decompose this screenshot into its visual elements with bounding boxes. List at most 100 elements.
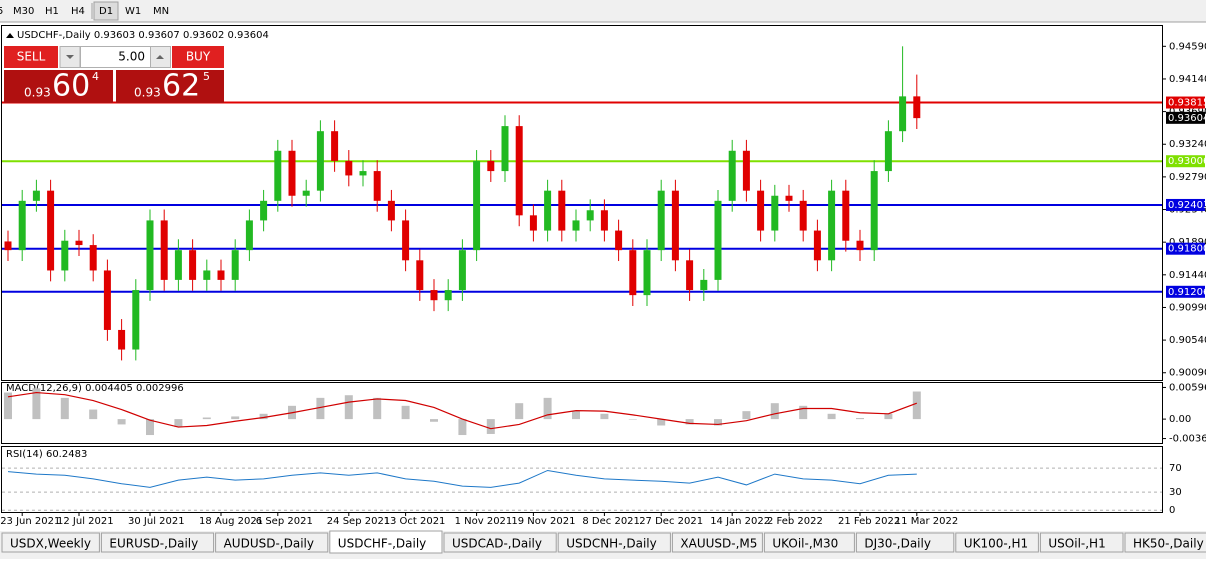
- tab[interactable]: DJ30-,Daily: [855, 532, 955, 553]
- tab-label: USDCAD-,Daily: [452, 537, 542, 551]
- timeframe-button[interactable]: 5: [0, 6, 3, 17]
- candle-body: [544, 190, 552, 231]
- candle-body: [402, 220, 410, 261]
- timeframe-button[interactable]: MN: [153, 6, 169, 17]
- tab[interactable]: HK50-,Daily: [1124, 532, 1206, 553]
- candle-body: [785, 195, 793, 201]
- tab[interactable]: USOil-,H1: [1039, 532, 1124, 553]
- candle-body: [231, 250, 239, 280]
- candle-body: [132, 290, 140, 350]
- tab[interactable]: USDX,Weekly: [1, 532, 100, 553]
- tab[interactable]: UK100-,H1: [955, 532, 1039, 553]
- tab-frame: [955, 532, 1039, 553]
- tab[interactable]: USDCNH-,Daily: [557, 532, 671, 553]
- tab-frame: [100, 532, 215, 553]
- candle-body: [757, 190, 765, 231]
- sell-button[interactable]: [4, 46, 58, 68]
- candle-body: [217, 270, 225, 280]
- candle-body: [473, 160, 481, 251]
- candle-body: [302, 190, 310, 196]
- x-tick-label: 8 Dec 2021: [582, 516, 640, 527]
- one-click-trading: SELL 5.00 BUY 0.93 60 4 0.93 62 5: [4, 46, 224, 104]
- candle-body: [487, 160, 495, 172]
- macd-bar: [827, 413, 836, 420]
- candle-body: [373, 171, 381, 201]
- macd-bar: [799, 405, 808, 420]
- level-label-box: [1166, 198, 1205, 211]
- tab[interactable]: AUDUSD-,Daily: [215, 532, 329, 553]
- candle-body: [600, 210, 608, 231]
- y-tick-label: 70: [1169, 463, 1182, 474]
- ask-box[interactable]: [116, 70, 224, 103]
- candle-body: [615, 230, 623, 251]
- candle-body: [728, 150, 736, 201]
- tab[interactable]: USDCHF-,Daily: [329, 530, 443, 554]
- macd-bar: [316, 397, 325, 420]
- tab[interactable]: XAUUSD-,M5: [671, 532, 763, 553]
- collapse-icon[interactable]: [6, 33, 14, 38]
- bid-main: 60: [52, 69, 90, 104]
- ask-main: 62: [162, 69, 200, 104]
- timeframe-button[interactable]: D1: [99, 6, 113, 17]
- macd-bar: [912, 391, 921, 420]
- macd-bar: [231, 416, 240, 420]
- macd-bar: [572, 411, 580, 420]
- candle-body: [657, 190, 665, 251]
- macd-title: MACD(12,26,9) 0.004405 0.002996: [6, 383, 184, 394]
- candle-body: [813, 230, 821, 261]
- timeframe-button[interactable]: H4: [71, 6, 85, 17]
- macd-bar: [430, 419, 438, 422]
- tab-label: UK100-,H1: [964, 537, 1028, 551]
- bid-box[interactable]: [4, 70, 113, 103]
- timeframe-button[interactable]: W1: [125, 6, 141, 17]
- rsi-panel: [1, 446, 1163, 513]
- tab[interactable]: EURUSD-,Daily: [100, 532, 215, 553]
- candle-body: [643, 250, 651, 296]
- level-label: 0.93815: [1168, 98, 1206, 109]
- candle-body: [742, 150, 750, 191]
- candle-body: [260, 200, 268, 221]
- candle-body: [18, 200, 26, 251]
- candle-body: [700, 279, 708, 291]
- candle-body: [331, 131, 339, 161]
- timeframe-pressed[interactable]: [93, 1, 119, 21]
- level-label: 0.92403: [1168, 200, 1206, 211]
- timeframe-button[interactable]: H1: [45, 6, 59, 17]
- candle-body: [799, 200, 807, 231]
- level-label-box: [1166, 96, 1205, 109]
- y-tick-label: 0.005963: [1169, 382, 1206, 393]
- volume: 5.00: [118, 50, 145, 64]
- tab-label: XAUUSD-,M5: [680, 537, 757, 551]
- candle-body: [444, 290, 452, 301]
- candle-body: [345, 160, 353, 176]
- candle-body: [359, 171, 367, 176]
- tab-label: USDCHF-,Daily: [338, 537, 426, 551]
- tab-frame: [671, 532, 763, 553]
- tab-frame: [1039, 532, 1124, 553]
- macd-bar: [174, 419, 183, 428]
- candle-body: [430, 290, 438, 301]
- tab-frame: [443, 532, 557, 553]
- candle-body: [558, 190, 566, 231]
- buy-button[interactable]: [172, 46, 224, 68]
- tab[interactable]: USDCAD-,Daily: [443, 532, 557, 553]
- tab[interactable]: UKOil-,M30: [763, 532, 855, 553]
- x-tick-label: 11 Mar 2022: [895, 516, 958, 527]
- timeframe-button[interactable]: M30: [13, 6, 34, 17]
- macd-panel: [1, 382, 1163, 444]
- x-tick-label: 6 Sep 2021: [256, 516, 313, 527]
- macd-bar: [742, 411, 751, 420]
- level-label-box: [1166, 155, 1205, 168]
- tab-label: DJ30-,Daily: [864, 537, 931, 551]
- candle-body: [529, 215, 537, 231]
- macd-bar: [884, 413, 893, 420]
- candle-body: [629, 250, 637, 296]
- macd-bar: [32, 388, 41, 420]
- bid-small: 4: [92, 70, 99, 83]
- x-tick-label: 27 Dec 2021: [639, 516, 703, 527]
- candle-body: [458, 250, 466, 291]
- candle-body: [32, 190, 40, 201]
